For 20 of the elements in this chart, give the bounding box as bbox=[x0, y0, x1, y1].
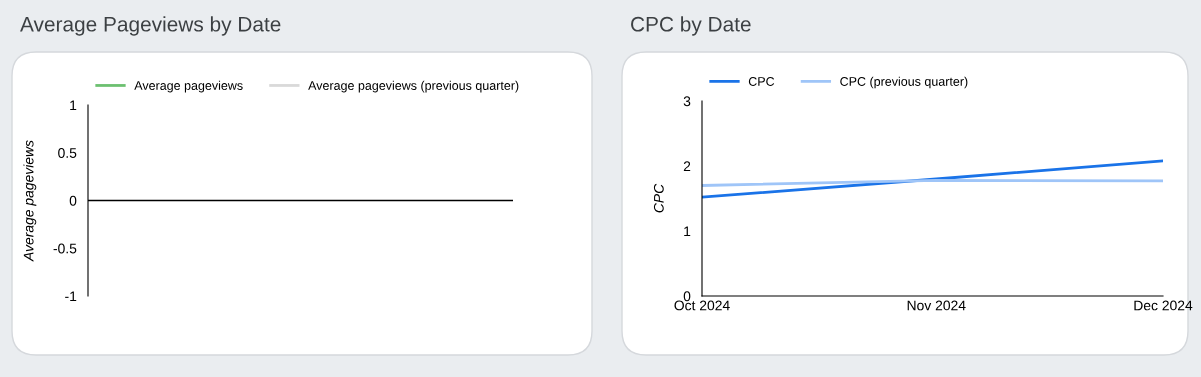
legend-label: Average pageviews bbox=[134, 80, 243, 93]
y-tick-label: 0.5 bbox=[58, 148, 77, 158]
y-tick-label: 3 bbox=[683, 96, 691, 107]
y-tick-label: -0.5 bbox=[53, 243, 77, 254]
y-axis-title: Average pageviews bbox=[23, 140, 37, 262]
y-tick-label: 2 bbox=[683, 161, 691, 172]
legend-label: CPC bbox=[748, 77, 775, 86]
legend-label: Average pageviews (previous quarter) bbox=[308, 80, 519, 93]
y-axis-title: CPC bbox=[653, 183, 664, 213]
y-tick-label: 0 bbox=[69, 195, 77, 206]
y-tick-label: 0 bbox=[683, 291, 691, 302]
chart-title: Average Pageviews by Date bbox=[20, 16, 281, 36]
y-tick-label: -1 bbox=[65, 291, 77, 302]
y-tick-label: 1 bbox=[684, 226, 691, 237]
legend-label: CPC (previous quarter) bbox=[840, 76, 968, 89]
chart-title: CPC by Date bbox=[631, 16, 751, 36]
y-tick-label: 1 bbox=[70, 100, 77, 111]
x-tick-label: Oct 2024 bbox=[674, 300, 730, 311]
x-tick-label: Nov 2024 bbox=[907, 300, 966, 311]
x-tick-label: Dec 2024 bbox=[1134, 300, 1193, 311]
